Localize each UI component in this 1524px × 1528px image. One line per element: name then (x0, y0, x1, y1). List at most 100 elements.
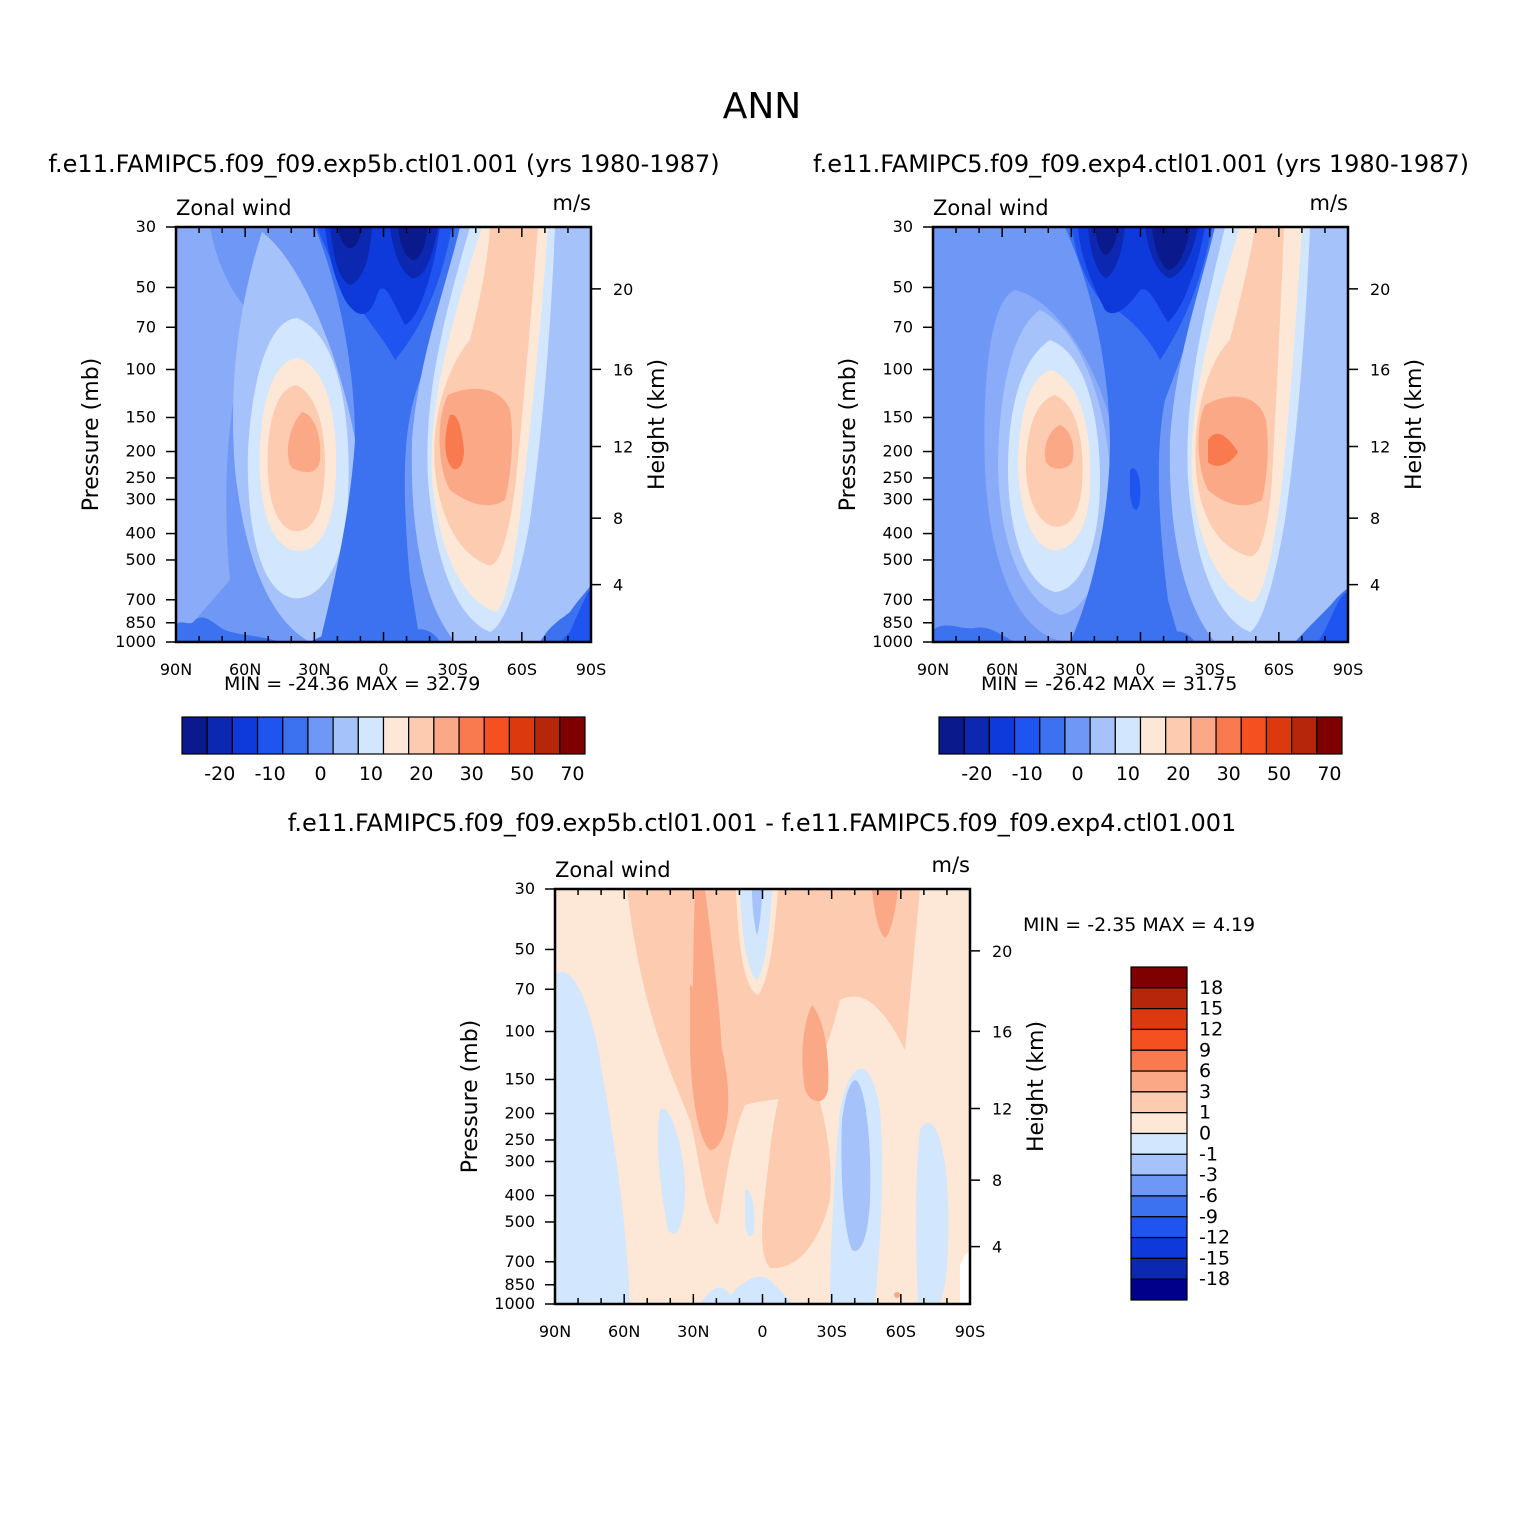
y-tick-label: 850 (504, 1275, 535, 1294)
x-tick-label: 0 (1135, 660, 1145, 679)
contour-band (690, 985, 729, 1150)
colorbar-swatch (433, 716, 460, 755)
colorbar-label: -3 (1199, 1164, 1218, 1186)
variable-label: Zonal wind (933, 196, 1049, 220)
y-tick-label: 500 (504, 1212, 535, 1231)
x-tick-label: 30S (437, 660, 468, 679)
colorbar-swatch (458, 716, 485, 755)
colorbar-label: 70 (1317, 763, 1341, 785)
y-tick-label: 70 (893, 317, 913, 336)
page-title: ANN (723, 86, 802, 127)
colorbar-swatch (1130, 966, 1188, 989)
panel-control-a: f.e11.FAMIPC5.f09_f09.exp5b.ctl01.001 (y… (48, 150, 719, 785)
colorbar-label: 50 (1267, 763, 1291, 785)
colorbar-label: 70 (560, 763, 584, 785)
colorbar-swatch (1130, 1028, 1188, 1051)
y-tick-label: 700 (125, 590, 156, 609)
y-tick-label: 50 (893, 277, 913, 296)
y2-axis-title: Height (km) (645, 359, 670, 490)
x-tick-label: 60N (608, 1322, 640, 1341)
panel-difference: f.e11.FAMIPC5.f09_f09.exp5b.ctl01.001 - … (288, 809, 1255, 1341)
colorbar-swatch (1130, 1049, 1188, 1072)
colorbar-swatch (1165, 716, 1192, 755)
colorbar-label: 0 (314, 763, 326, 785)
y-tick-label: 70 (136, 317, 156, 336)
contour-field (555, 889, 970, 1304)
y-tick-label: 250 (504, 1130, 535, 1149)
colorbar-swatch (1013, 716, 1041, 755)
x-tick-label: 90N (539, 1322, 571, 1341)
colorbar-swatch (1190, 716, 1217, 755)
colorbar-label: 20 (1166, 763, 1190, 785)
colorbar-label: -18 (1199, 1268, 1230, 1290)
contour-band (915, 1122, 949, 1304)
min-max-label: MIN = -2.35 MAX = 4.19 (1023, 914, 1255, 936)
contour-band (700, 1276, 792, 1304)
y-tick-label: 150 (125, 407, 156, 426)
y-tick-label: 500 (125, 550, 156, 569)
colorbar-label: 3 (1199, 1081, 1211, 1103)
colorbar-swatch (1130, 1132, 1188, 1155)
colorbar: -20 -10 0 10 20 30 50 70 (181, 716, 586, 785)
x-tick-label: 90S (1333, 660, 1364, 679)
y2-tick-label: 16 (1370, 360, 1390, 379)
contour-band (315, 227, 460, 642)
y-tick-label: 100 (882, 359, 913, 378)
colorbar-label: -10 (255, 763, 286, 785)
panel-control-b: f.e11.FAMIPC5.f09_f09.exp4.ctl01.001 (yr… (813, 150, 1469, 785)
colorbar-swatch (307, 716, 334, 755)
y2-tick-label: 8 (1370, 509, 1380, 528)
colorbar-swatch (282, 716, 309, 755)
x-tick-label: 30S (816, 1322, 847, 1341)
colorbar-swatch (534, 716, 561, 755)
colorbar-label: 0 (1199, 1123, 1211, 1145)
colorbar-label: 30 (1217, 763, 1241, 785)
x-tick-label: 0 (757, 1322, 767, 1341)
x-tick-label: 30N (298, 660, 330, 679)
y-tick-label: 100 (504, 1021, 535, 1040)
y-tick-label: 250 (125, 468, 156, 487)
y2-tick-label: 4 (613, 576, 623, 595)
y2-tick-label: 20 (992, 942, 1012, 961)
contour-band (1130, 468, 1141, 510)
colorbar-swatch (181, 716, 208, 755)
contour-field (933, 227, 1348, 642)
colorbar-label: 20 (409, 763, 433, 785)
panel-title: f.e11.FAMIPC5.f09_f09.exp5b.ctl01.001 (y… (48, 150, 719, 178)
colorbar-swatch (1130, 1236, 1188, 1259)
y-tick-label: 400 (504, 1186, 535, 1205)
y-tick-label: 400 (882, 524, 913, 543)
y-tick-label: 30 (515, 879, 535, 898)
y-tick-label: 300 (882, 490, 913, 509)
y2-tick-label: 12 (1370, 438, 1390, 457)
colorbar-swatch (1130, 987, 1188, 1010)
contour-band (555, 971, 630, 1304)
colorbar-swatch (508, 716, 536, 755)
y2-tick-label: 16 (992, 1022, 1012, 1041)
x-axis: 90N 60N 30N 0 30S 60S 90S (917, 227, 1363, 679)
colorbar-swatch (1064, 716, 1091, 755)
y-tick-label: 250 (882, 468, 913, 487)
y2-tick-label: 12 (613, 438, 633, 457)
colorbar: -20 -10 0 10 20 30 50 70 (938, 716, 1343, 785)
panel-title: f.e11.FAMIPC5.f09_f09.exp5b.ctl01.001 - … (288, 809, 1237, 837)
x-tick-label: 90N (917, 660, 949, 679)
contour-band (752, 889, 762, 935)
colorbar-swatch (1291, 716, 1318, 755)
x-tick-label: 90S (955, 1322, 986, 1341)
colorbar-label: -6 (1199, 1185, 1218, 1207)
colorbar-swatch (483, 716, 511, 755)
y-tick-label: 50 (515, 939, 535, 958)
contour-band (872, 889, 898, 938)
colorbar-swatch (1130, 1195, 1188, 1218)
colorbar-label: 6 (1199, 1060, 1211, 1082)
units-label: m/s (1310, 191, 1348, 215)
y2-tick-label: 12 (992, 1100, 1012, 1119)
colorbar-label: 18 (1199, 977, 1223, 999)
y2-tick-label: 20 (1370, 280, 1390, 299)
x-tick-label: 90N (160, 660, 192, 679)
colorbar-swatch (1130, 1112, 1188, 1135)
contour-band (176, 585, 591, 642)
colorbar-label: 10 (1116, 763, 1140, 785)
